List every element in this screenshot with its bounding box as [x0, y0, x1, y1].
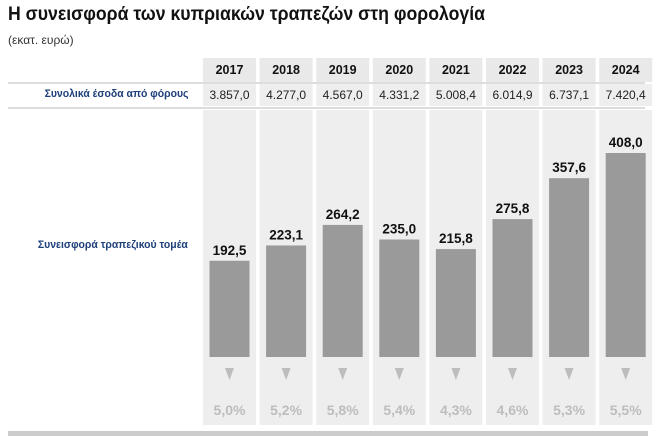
bar: [435, 249, 476, 357]
bottom-rule: [8, 431, 648, 436]
chart-subtitle: (εκατ. ευρώ): [8, 33, 74, 47]
share-percent-label: 4,3%: [440, 402, 472, 418]
bar-value-label: 235,0: [382, 222, 416, 237]
bar: [209, 260, 250, 357]
total-revenue-value: 6.014,9: [492, 88, 532, 102]
year-label: 2023: [555, 63, 583, 77]
year-header-cell: [486, 58, 539, 82]
total-revenue-value: 3.857,0: [209, 88, 249, 102]
total-cell: [316, 84, 370, 106]
share-percent-label: 4,6%: [497, 402, 529, 418]
total-cell: [203, 84, 256, 106]
down-arrow-icon: [451, 368, 461, 380]
bar: [379, 239, 420, 357]
total-revenue-value: 7.420,4: [606, 88, 646, 102]
year-label: 2019: [329, 63, 357, 77]
total-revenue-value: 5.008,4: [436, 88, 476, 102]
year-header-cell: [599, 58, 653, 82]
total-cell: [486, 84, 539, 106]
bar: [492, 219, 533, 357]
row-label-total-tax-revenue: Συνολικά έσοδα από φόρους: [44, 88, 188, 100]
down-arrow-icon: [338, 368, 348, 380]
year-header-cell: [203, 58, 256, 82]
year-header-cell: [259, 58, 313, 82]
bar-value-label: 192,5: [213, 243, 247, 258]
total-cell: [259, 84, 313, 106]
bar-value-label: 223,1: [269, 227, 303, 242]
total-revenue-value: 6.737,1: [549, 88, 589, 102]
total-revenue-value: 4.331,2: [379, 88, 419, 102]
down-arrow-icon: [564, 368, 574, 380]
down-arrow-icon: [225, 368, 234, 380]
bar: [549, 178, 590, 357]
down-arrow-icon: [394, 368, 404, 380]
share-percent-label: 5,3%: [553, 402, 585, 418]
year-label: 2018: [272, 63, 300, 77]
bar-value-label: 264,2: [326, 207, 360, 222]
year-header-cell: [429, 58, 483, 82]
total-cell: [599, 84, 653, 106]
total-cell: [542, 84, 596, 106]
bar: [322, 224, 363, 357]
year-label: 2020: [385, 63, 413, 77]
bar-value-label: 357,6: [552, 160, 586, 175]
total-cell: [429, 84, 483, 106]
bar: [605, 153, 646, 357]
bar-value-label: 275,8: [496, 201, 530, 216]
share-percent-label: 5,5%: [610, 402, 642, 418]
share-percent-label: 5,0%: [214, 402, 246, 418]
down-arrow-icon: [621, 368, 631, 380]
share-percent-label: 5,4%: [383, 402, 415, 418]
down-arrow-icon: [281, 368, 291, 380]
year-header-cell: [542, 58, 596, 82]
year-header-cell: [372, 58, 426, 82]
year-label: 2021: [442, 63, 470, 77]
bar: [266, 245, 307, 357]
total-cell: [372, 84, 426, 106]
down-arrow-icon: [508, 368, 517, 380]
total-revenue-value: 4.277,0: [266, 88, 306, 102]
bar-value-label: 408,0: [609, 135, 643, 150]
bar-value-label: 215,8: [439, 231, 473, 246]
chart-title: Η συνεισφορά των κυπριακών τραπεζών στη …: [8, 4, 485, 25]
year-header-cell: [316, 58, 370, 82]
year-label: 2024: [612, 63, 640, 77]
year-label: 2022: [499, 63, 527, 77]
share-percent-label: 5,8%: [327, 402, 359, 418]
year-label: 2017: [216, 63, 244, 77]
row-label-bank-contribution: Συνεισφορά τραπεζικού τομέα: [38, 239, 188, 251]
share-percent-label: 5,2%: [270, 402, 302, 418]
total-revenue-value: 4.567,0: [323, 88, 363, 102]
